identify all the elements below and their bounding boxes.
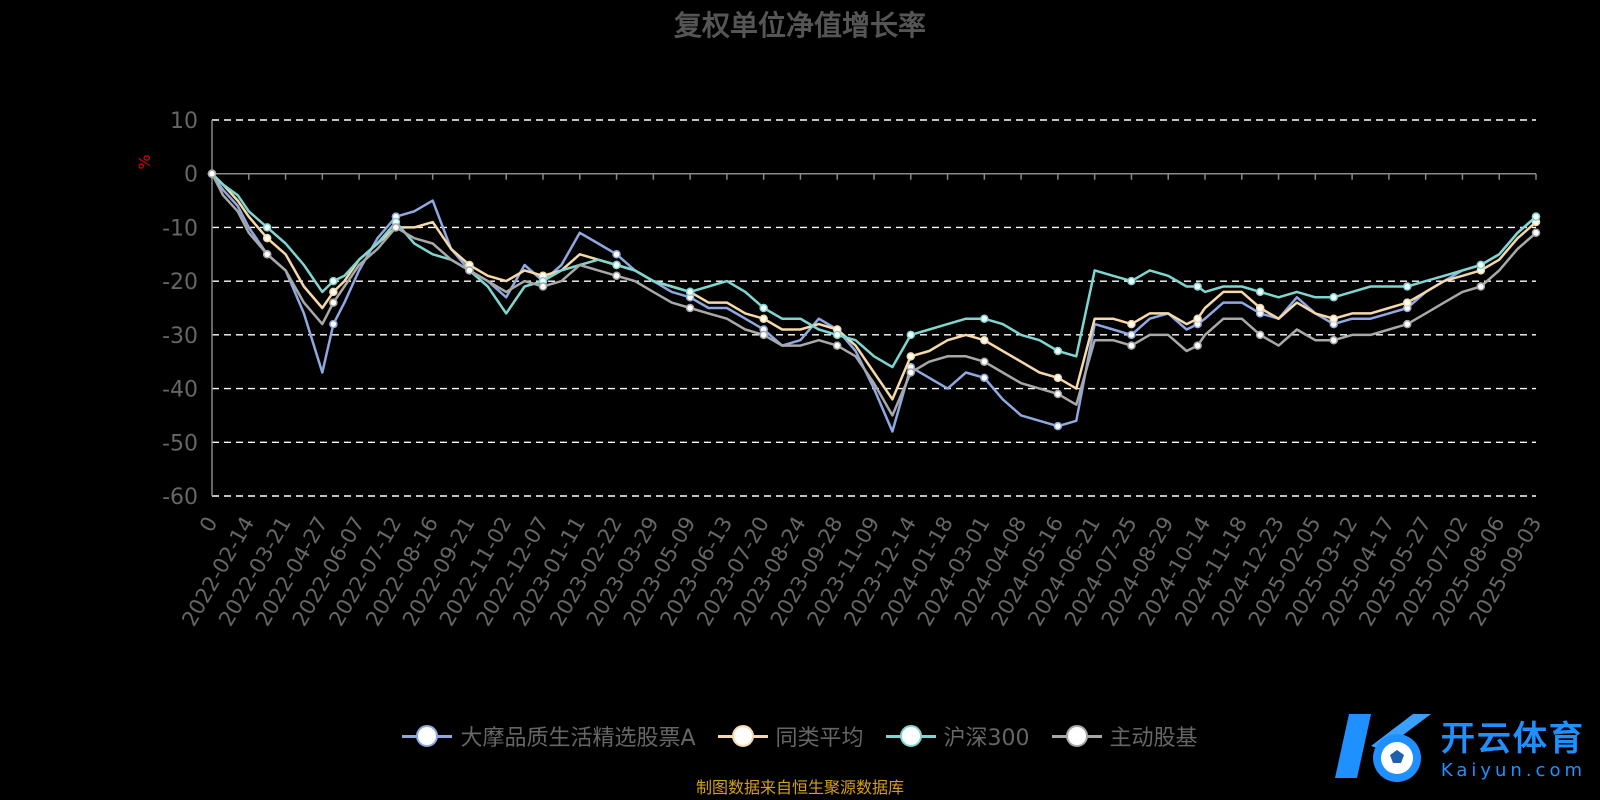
data-point: [906, 330, 916, 340]
data-point: [329, 319, 338, 329]
data-point: [1531, 212, 1541, 221]
y-tick-label: 10: [170, 109, 198, 134]
data-point: [906, 368, 916, 377]
data-point: [1476, 282, 1486, 291]
legend-marker-icon: [717, 724, 768, 748]
data-point: [1403, 298, 1412, 307]
y-tick-label: -30: [162, 324, 198, 349]
watermark-cn: 开云体育: [1440, 719, 1585, 759]
y-tick-label: -20: [162, 270, 198, 295]
legend-label: 同类平均: [775, 726, 864, 751]
data-point: [1193, 314, 1202, 323]
data-point: [1053, 389, 1063, 399]
data-point: [1193, 341, 1202, 350]
data-point: [1127, 330, 1136, 340]
data-point: [262, 233, 272, 243]
series-line: [210, 172, 1537, 433]
data-point: [391, 223, 401, 232]
data-point: [329, 298, 338, 307]
legend-item-active-equity[interactable]: 主动股基: [1051, 720, 1198, 752]
data-point: [262, 250, 272, 259]
x-tick-label: 0: [195, 513, 222, 537]
data-point: [759, 314, 768, 323]
data-point: [685, 303, 695, 313]
data-point: [906, 352, 916, 361]
data-point: [329, 276, 338, 286]
legend-label: 主动股基: [1109, 726, 1198, 751]
data-point: [1127, 319, 1136, 329]
data-point: [980, 357, 989, 366]
data-point: [832, 341, 842, 350]
data-point: [329, 287, 338, 297]
legend-label: 大摩品质生活精选股票A: [460, 726, 696, 751]
data-point: [759, 330, 768, 340]
data-point: [980, 373, 989, 383]
data-point: [1127, 276, 1136, 286]
data-point: [1193, 282, 1202, 291]
data-point: [262, 223, 272, 232]
data-point: [685, 287, 695, 297]
data-point: [1053, 373, 1063, 383]
data-point: [1127, 341, 1136, 350]
legend-item-peer-average[interactable]: 同类平均: [717, 720, 864, 752]
data-point: [538, 282, 548, 291]
data-point: [1255, 303, 1265, 313]
line-chart: 100-10-20-30-40-50-60%02022-02-142022-03…: [135, 109, 1546, 630]
data-point: [612, 271, 621, 281]
data-point: [980, 314, 989, 323]
chart-title: 复权单位净值增长率: [673, 9, 926, 42]
data-point: [832, 330, 842, 340]
y-tick-label: 0: [184, 163, 198, 188]
y-tick-label: -10: [162, 216, 198, 241]
data-point: [1053, 421, 1063, 431]
legend-item-csi300[interactable]: 沪深300: [885, 720, 1030, 752]
data-point: [1329, 314, 1338, 323]
watermark: 开云体育 Kaiyun.com: [1331, 706, 1586, 786]
kaiyun-logo-icon: [1334, 714, 1431, 782]
data-point: [1476, 260, 1486, 270]
series-line: [211, 172, 1537, 401]
data-point: [1329, 293, 1338, 302]
y-tick-label: -60: [162, 485, 198, 510]
legend-marker-icon: [402, 724, 453, 748]
data-point: [759, 303, 768, 313]
data-point: [612, 260, 621, 270]
data-point: [980, 335, 989, 345]
legend-item-fund[interactable]: 大摩品质生活精选股票A: [402, 720, 696, 752]
data-point: [1403, 319, 1412, 329]
data-point: [612, 250, 621, 259]
y-tick-label: -50: [162, 431, 198, 456]
watermark-en: Kaiyun.com: [1440, 760, 1586, 781]
legend-label: 沪深300: [943, 726, 1030, 751]
y-axis-label: %: [135, 154, 154, 169]
source-note: 制图数据来自恒生聚源数据库: [695, 778, 904, 797]
legend-marker-icon: [885, 724, 936, 748]
data-point: [1255, 330, 1265, 340]
data-point: [465, 266, 474, 275]
data-point: [1255, 287, 1265, 297]
legend[interactable]: 大摩品质生活精选股票A 同类平均 沪深300 主动股基: [0, 720, 1600, 752]
data-point: [1053, 346, 1063, 356]
legend-marker-icon: [1051, 724, 1102, 748]
data-point: [1531, 228, 1541, 238]
y-tick-label: -40: [162, 378, 198, 403]
data-point: [1403, 282, 1412, 291]
series-line: [210, 173, 1537, 417]
data-point: [1329, 335, 1338, 345]
data-point: [207, 169, 217, 178]
